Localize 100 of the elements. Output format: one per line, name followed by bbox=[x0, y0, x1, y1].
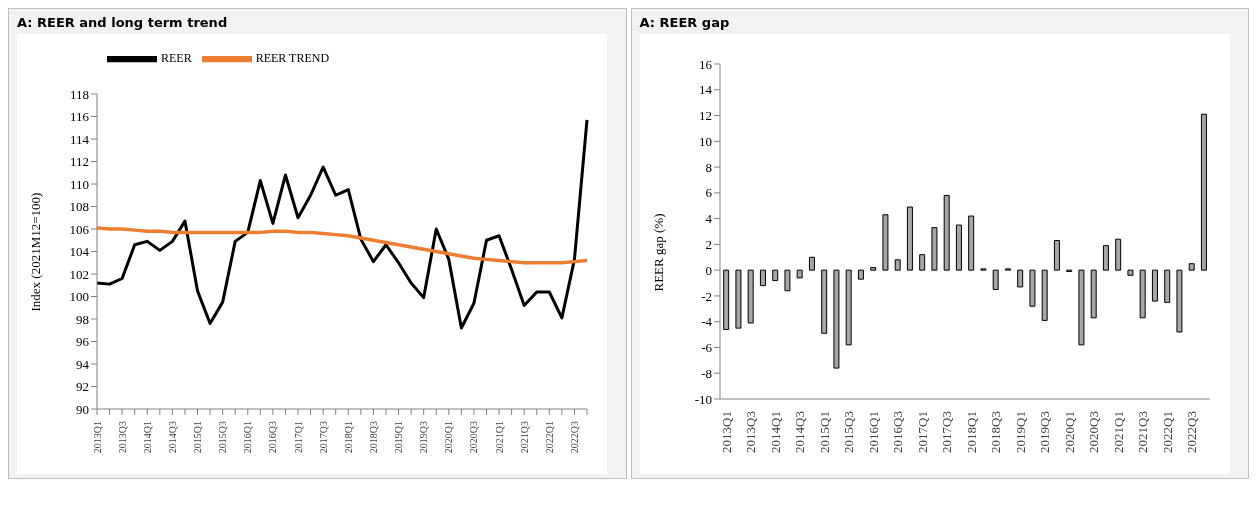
y-tick-label: 96 bbox=[76, 334, 90, 350]
bar bbox=[1016, 269, 1023, 288]
x-tick-label: 2014Q1 bbox=[767, 411, 783, 453]
x-tick-label: 2016Q3 bbox=[889, 411, 905, 453]
legend-label: REER bbox=[161, 50, 192, 65]
y-tick-label: 90 bbox=[76, 401, 89, 417]
y-tick-label: 14 bbox=[698, 82, 712, 98]
x-tick-label: 2017Q3 bbox=[317, 421, 329, 454]
bar bbox=[955, 224, 962, 271]
x-tick-label: 2022Q3 bbox=[1183, 411, 1199, 453]
y-axis-title: Index (2021M12=100) bbox=[27, 192, 43, 312]
y-tick-label: 112 bbox=[69, 154, 89, 170]
bar bbox=[1175, 269, 1182, 333]
y-tick-label: 100 bbox=[69, 289, 89, 305]
bar bbox=[722, 269, 729, 330]
x-tick-label: 2014Q3 bbox=[166, 421, 178, 454]
x-tick-label: 2019Q3 bbox=[418, 421, 430, 454]
x-tick-label: 2021Q3 bbox=[1134, 411, 1150, 453]
bar bbox=[1041, 269, 1048, 321]
y-tick-label: 8 bbox=[705, 159, 712, 175]
x-tick-label: 2018Q1 bbox=[342, 421, 354, 454]
x-tick-label: 2013Q1 bbox=[91, 421, 103, 454]
chart-title: A: REER gap bbox=[639, 14, 731, 32]
bar bbox=[1151, 269, 1158, 302]
x-tick-label: 2013Q3 bbox=[742, 411, 758, 453]
x-tick-label: 2015Q1 bbox=[816, 411, 832, 453]
chart-title: A: REER and long term trend bbox=[17, 14, 229, 32]
bar bbox=[967, 215, 974, 271]
bar bbox=[832, 269, 839, 369]
x-tick-label: 2018Q3 bbox=[987, 411, 1003, 453]
x-tick-label: 2013Q1 bbox=[718, 411, 734, 453]
x-tick-label: 2017Q1 bbox=[914, 411, 930, 453]
y-axis-title: REER gap (%) bbox=[650, 213, 666, 292]
x-tick-label: 2021Q1 bbox=[1110, 411, 1126, 453]
bar bbox=[734, 269, 741, 329]
bar bbox=[1139, 269, 1146, 319]
bar bbox=[820, 269, 827, 334]
y-tick-label: -8 bbox=[700, 365, 712, 381]
y-tick-label: 118 bbox=[69, 86, 89, 102]
x-tick-label: 2017Q1 bbox=[292, 421, 304, 454]
x-tick-label: 2022Q1 bbox=[543, 421, 555, 454]
line-series bbox=[95, 226, 589, 265]
x-tick-label: 2020Q1 bbox=[1061, 411, 1077, 453]
bar bbox=[1188, 263, 1195, 271]
y-tick-label: -4 bbox=[700, 314, 712, 330]
bar bbox=[943, 194, 950, 271]
y-tick-label: 4 bbox=[705, 211, 712, 227]
x-tick-label: 2017Q3 bbox=[938, 411, 954, 453]
bar bbox=[894, 259, 901, 271]
x-tick-label: 2020Q3 bbox=[468, 421, 480, 454]
x-tick-label: 2016Q1 bbox=[242, 421, 254, 454]
y-tick-label: 94 bbox=[76, 356, 90, 372]
y-tick-label: 108 bbox=[69, 199, 89, 215]
x-tick-label: 2019Q3 bbox=[1036, 411, 1052, 453]
bar bbox=[1200, 113, 1207, 271]
x-tick-label: 2020Q3 bbox=[1085, 411, 1101, 453]
x-tick-label: 2018Q1 bbox=[963, 411, 979, 453]
bar bbox=[1077, 269, 1084, 346]
x-tick-label: 2014Q3 bbox=[791, 411, 807, 453]
x-tick-label: 2015Q3 bbox=[840, 411, 856, 453]
x-tick-label: 2022Q3 bbox=[568, 421, 580, 454]
bar bbox=[1053, 240, 1060, 271]
bar bbox=[930, 227, 937, 271]
x-tick-label: 2020Q1 bbox=[443, 421, 455, 454]
bar bbox=[1126, 269, 1133, 276]
x-tick-label: 2016Q1 bbox=[865, 411, 881, 453]
x-tick-label: 2015Q1 bbox=[192, 421, 204, 454]
y-tick-label: 116 bbox=[69, 109, 90, 125]
bar bbox=[881, 214, 888, 271]
legend-label: REER TREND bbox=[255, 50, 330, 65]
bar bbox=[869, 267, 876, 271]
bar bbox=[808, 256, 815, 271]
y-tick-label: 110 bbox=[69, 176, 89, 192]
bar bbox=[1114, 238, 1121, 271]
x-tick-label: 2019Q1 bbox=[393, 421, 405, 454]
y-tick-label: -10 bbox=[694, 391, 712, 407]
y-tick-label: 114 bbox=[69, 131, 90, 147]
y-tick-label: -6 bbox=[700, 340, 712, 356]
y-tick-label: 12 bbox=[698, 108, 712, 124]
y-tick-label: 16 bbox=[698, 56, 712, 72]
x-tick-label: 2016Q3 bbox=[267, 421, 279, 454]
bar bbox=[747, 269, 754, 324]
bar bbox=[1090, 269, 1097, 319]
bar bbox=[918, 254, 925, 271]
bar bbox=[906, 206, 913, 271]
bar bbox=[845, 269, 852, 346]
x-tick-label: 2019Q1 bbox=[1012, 411, 1028, 453]
y-tick-label: -2 bbox=[700, 288, 712, 304]
x-tick-label: 2018Q3 bbox=[367, 421, 379, 454]
y-tick-label: 2 bbox=[705, 237, 712, 252]
y-tick-label: 98 bbox=[76, 311, 89, 327]
bar bbox=[759, 269, 766, 287]
bar bbox=[992, 269, 999, 290]
y-tick-label: 104 bbox=[69, 244, 90, 260]
y-tick-label: 106 bbox=[69, 221, 90, 237]
x-tick-label: 2015Q3 bbox=[217, 421, 229, 454]
x-tick-label: 2013Q3 bbox=[116, 421, 128, 454]
x-tick-label: 2022Q1 bbox=[1159, 411, 1175, 453]
y-tick-label: 92 bbox=[76, 379, 89, 395]
x-tick-label: 2014Q1 bbox=[141, 421, 153, 454]
